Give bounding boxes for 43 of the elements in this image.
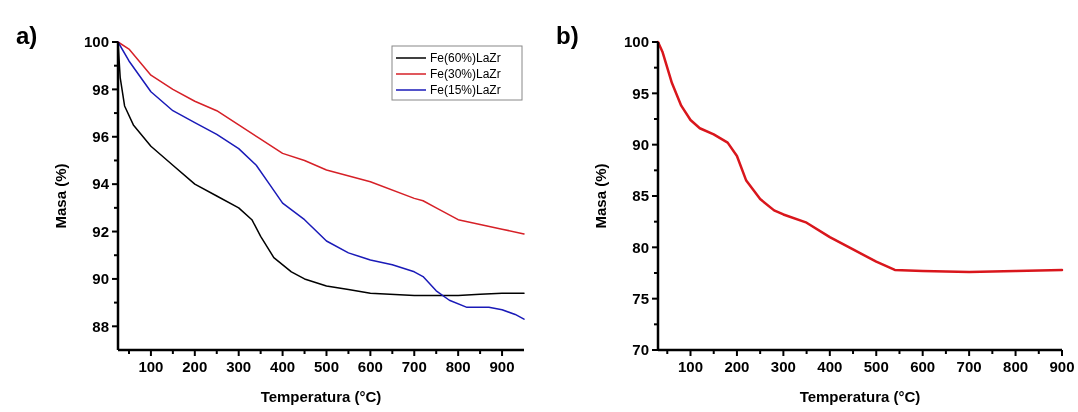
x-tick-label: 600 — [910, 358, 936, 375]
y-tick-label: 75 — [632, 289, 649, 307]
x-tick-label: 400 — [817, 358, 843, 375]
y-tick-label: 94 — [92, 175, 110, 193]
y-tick-label: 92 — [92, 222, 109, 240]
y-tick-label: 90 — [92, 270, 109, 288]
legend-label: Fe(60%)LaZr — [430, 51, 501, 66]
y-tick-label: 95 — [632, 84, 649, 102]
x-tick-label: 100 — [677, 358, 704, 375]
legend-label: Fe(30%)LaZr — [430, 67, 501, 82]
x-tick-label: 900 — [489, 358, 515, 375]
y-axis-title: Masa (%) — [52, 163, 69, 229]
legend-label: Fe(15%)LaZr — [430, 83, 501, 98]
x-tick-label: 300 — [226, 358, 252, 375]
y-tick-label: 100 — [83, 33, 109, 51]
x-tick-label: 100 — [138, 358, 164, 375]
line-series — [117, 41, 525, 235]
x-tick-label: 200 — [182, 358, 208, 375]
x-axis-title: Temperatura (°C) — [260, 388, 382, 405]
x-tick-label: 800 — [445, 358, 471, 375]
x-tick-label: 900 — [1049, 358, 1075, 375]
y-tick-label: 96 — [92, 128, 109, 146]
y-tick-label: 80 — [632, 238, 649, 256]
x-tick-label: 700 — [956, 358, 982, 375]
x-tick-label: 800 — [1003, 358, 1029, 375]
x-tick-label: 600 — [357, 358, 383, 375]
x-tick-label: 500 — [863, 358, 889, 375]
x-axis-title: Temperatura (°C) — [799, 388, 921, 405]
x-tick-label: 500 — [313, 358, 339, 375]
x-tick-label: 300 — [770, 358, 796, 375]
y-tick-label: 100 — [623, 33, 649, 51]
text: b) — [556, 22, 579, 49]
x-tick-label: 700 — [401, 358, 427, 375]
y-tick-label: 88 — [92, 317, 109, 335]
text: a) — [16, 22, 38, 49]
y-tick-label: 98 — [92, 80, 109, 98]
x-tick-label: 400 — [270, 358, 296, 375]
y-tick-label: 90 — [632, 135, 649, 153]
y-axis-title: Masa (%) — [592, 163, 609, 229]
line-series — [656, 40, 1064, 274]
x-tick-label: 200 — [724, 358, 750, 375]
y-tick-label: 85 — [632, 187, 649, 205]
y-tick-label: 70 — [632, 341, 649, 359]
